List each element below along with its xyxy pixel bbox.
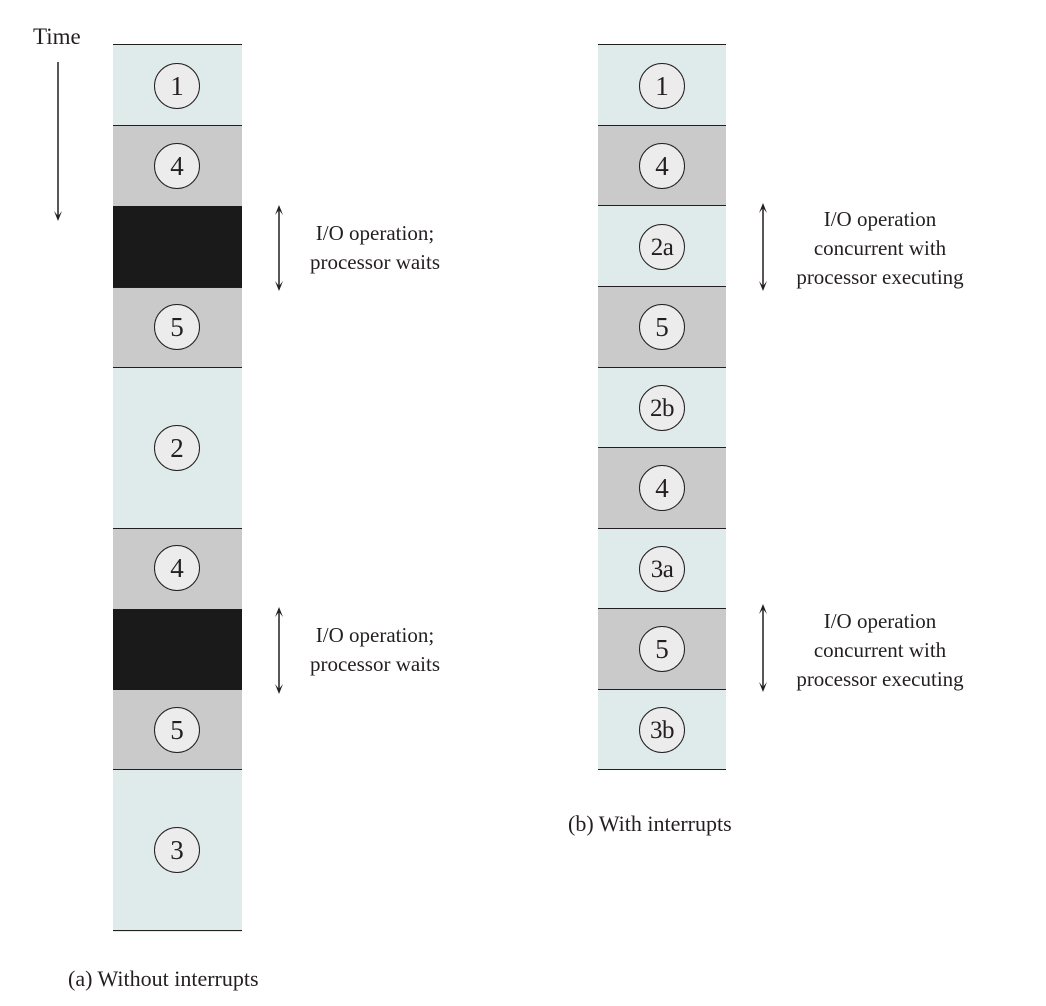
note-line: I/O operation <box>823 609 937 633</box>
io-note-b2: I/O operation concurrent with processor … <box>770 607 990 694</box>
note-line: concurrent with <box>813 638 947 662</box>
divider <box>598 608 726 609</box>
divider <box>113 125 242 126</box>
caption-b: (b) With interrupts <box>568 811 732 836</box>
divider <box>598 447 726 448</box>
step-badge: 4 <box>639 143 685 189</box>
note-line: I/O operation <box>823 207 937 231</box>
step-badge: 1 <box>154 63 200 109</box>
step-badge: 4 <box>154 545 200 591</box>
note-line: processor executing <box>796 265 964 289</box>
divider <box>598 44 726 45</box>
note-line: I/O operation; <box>315 221 435 245</box>
note-line: processor waits <box>309 250 441 274</box>
note-line: concurrent with <box>813 236 947 260</box>
step-badge: 1 <box>639 63 685 109</box>
segment-a-3 <box>113 206 242 288</box>
step-badge: 3a <box>639 546 685 592</box>
divider <box>598 205 726 206</box>
step-badge: 2b <box>639 385 685 431</box>
step-badge: 2a <box>639 224 685 270</box>
note-line: processor executing <box>796 667 964 691</box>
time-label: Time <box>33 24 81 49</box>
caption-a: (a) Without interrupts <box>68 966 259 991</box>
note-line: processor waits <box>309 652 441 676</box>
divider <box>598 286 726 287</box>
divider <box>113 367 242 368</box>
divider <box>598 367 726 368</box>
step-badge: 5 <box>639 626 685 672</box>
step-badge: 2 <box>154 425 200 471</box>
note-line: I/O operation; <box>315 623 435 647</box>
io-note-b1: I/O operation concurrent with processor … <box>770 205 990 292</box>
step-badge: 3 <box>154 827 200 873</box>
divider <box>598 528 726 529</box>
step-badge: 5 <box>639 304 685 350</box>
divider <box>113 287 242 288</box>
divider <box>113 930 242 931</box>
step-badge: 5 <box>154 707 200 753</box>
divider <box>113 528 242 529</box>
divider <box>598 125 726 126</box>
segment-a-7 <box>113 609 242 690</box>
divider <box>598 769 726 770</box>
divider <box>113 44 242 45</box>
step-badge: 3b <box>639 707 685 753</box>
divider <box>598 689 726 690</box>
divider <box>113 769 242 770</box>
step-badge: 4 <box>154 143 200 189</box>
step-badge: 4 <box>639 465 685 511</box>
step-badge: 5 <box>154 304 200 350</box>
io-note-a2: I/O operation; processor waits <box>290 621 460 679</box>
io-note-a1: I/O operation; processor waits <box>290 219 460 277</box>
